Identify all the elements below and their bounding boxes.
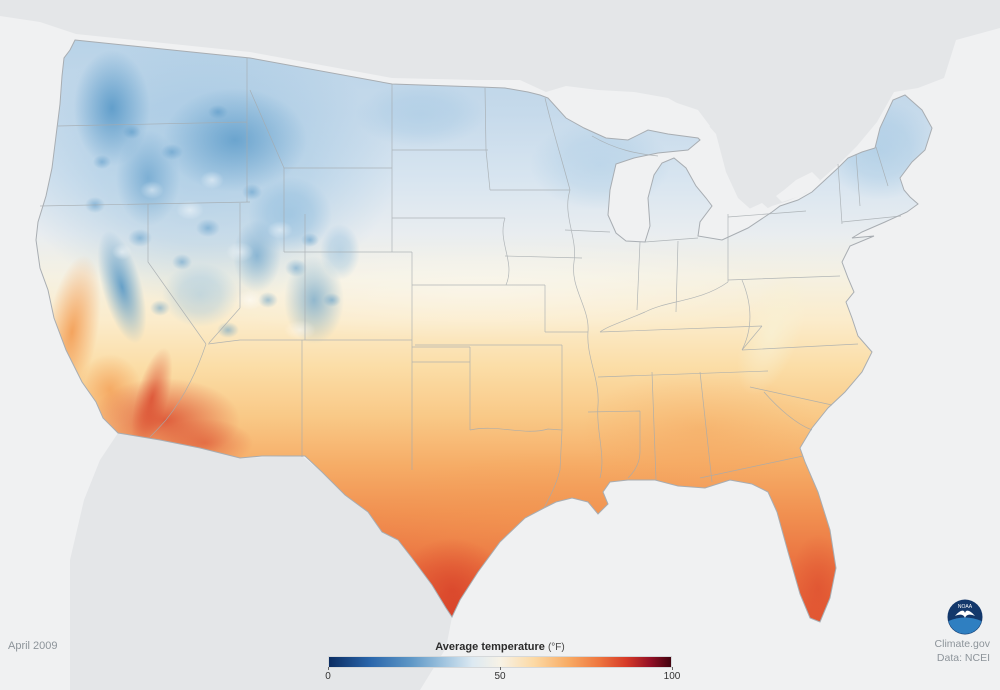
- us-outline: [35, 39, 933, 623]
- legend-tick-min: 0: [325, 671, 331, 682]
- tick-mark-50: [500, 667, 501, 670]
- great-lakes: [548, 88, 820, 239]
- lake-ontario: [776, 172, 820, 202]
- tick-mark-100: [672, 667, 673, 670]
- noaa-logo-text: NOAA: [958, 604, 973, 610]
- legend-ticks: 0 50 100: [325, 667, 680, 683]
- legend-tick-mid: 50: [494, 671, 506, 682]
- noaa-gull-icon: [955, 610, 975, 618]
- state-borders: [39, 58, 902, 509]
- legend-title-text: Average temperature: [435, 641, 545, 653]
- terrain-speckle-light: [112, 171, 316, 340]
- mexico-landmass: [70, 433, 452, 690]
- lake-erie: [702, 203, 770, 236]
- credits: Climate.gov Data: NCEI: [935, 638, 990, 665]
- tick-mark-0: [328, 667, 329, 670]
- lake-huron: [678, 138, 722, 198]
- credit-source: Climate.gov: [934, 638, 990, 650]
- legend-title: Average temperature (°F): [328, 641, 672, 653]
- lake-superior: [548, 88, 710, 140]
- canada-landmass: [0, 0, 1000, 214]
- terrain-speckle-cool: [85, 105, 341, 338]
- legend-unit: (°F): [547, 642, 565, 653]
- date-label: April 2009: [8, 640, 58, 652]
- credit-data: Data: NCEI: [936, 651, 990, 664]
- temperature-legend: Average temperature (°F) 0 50 100: [325, 641, 680, 683]
- noaa-logo-icon: NOAA: [947, 599, 983, 635]
- lake-michigan: [610, 156, 660, 239]
- legend-tick-max: 100: [663, 671, 681, 682]
